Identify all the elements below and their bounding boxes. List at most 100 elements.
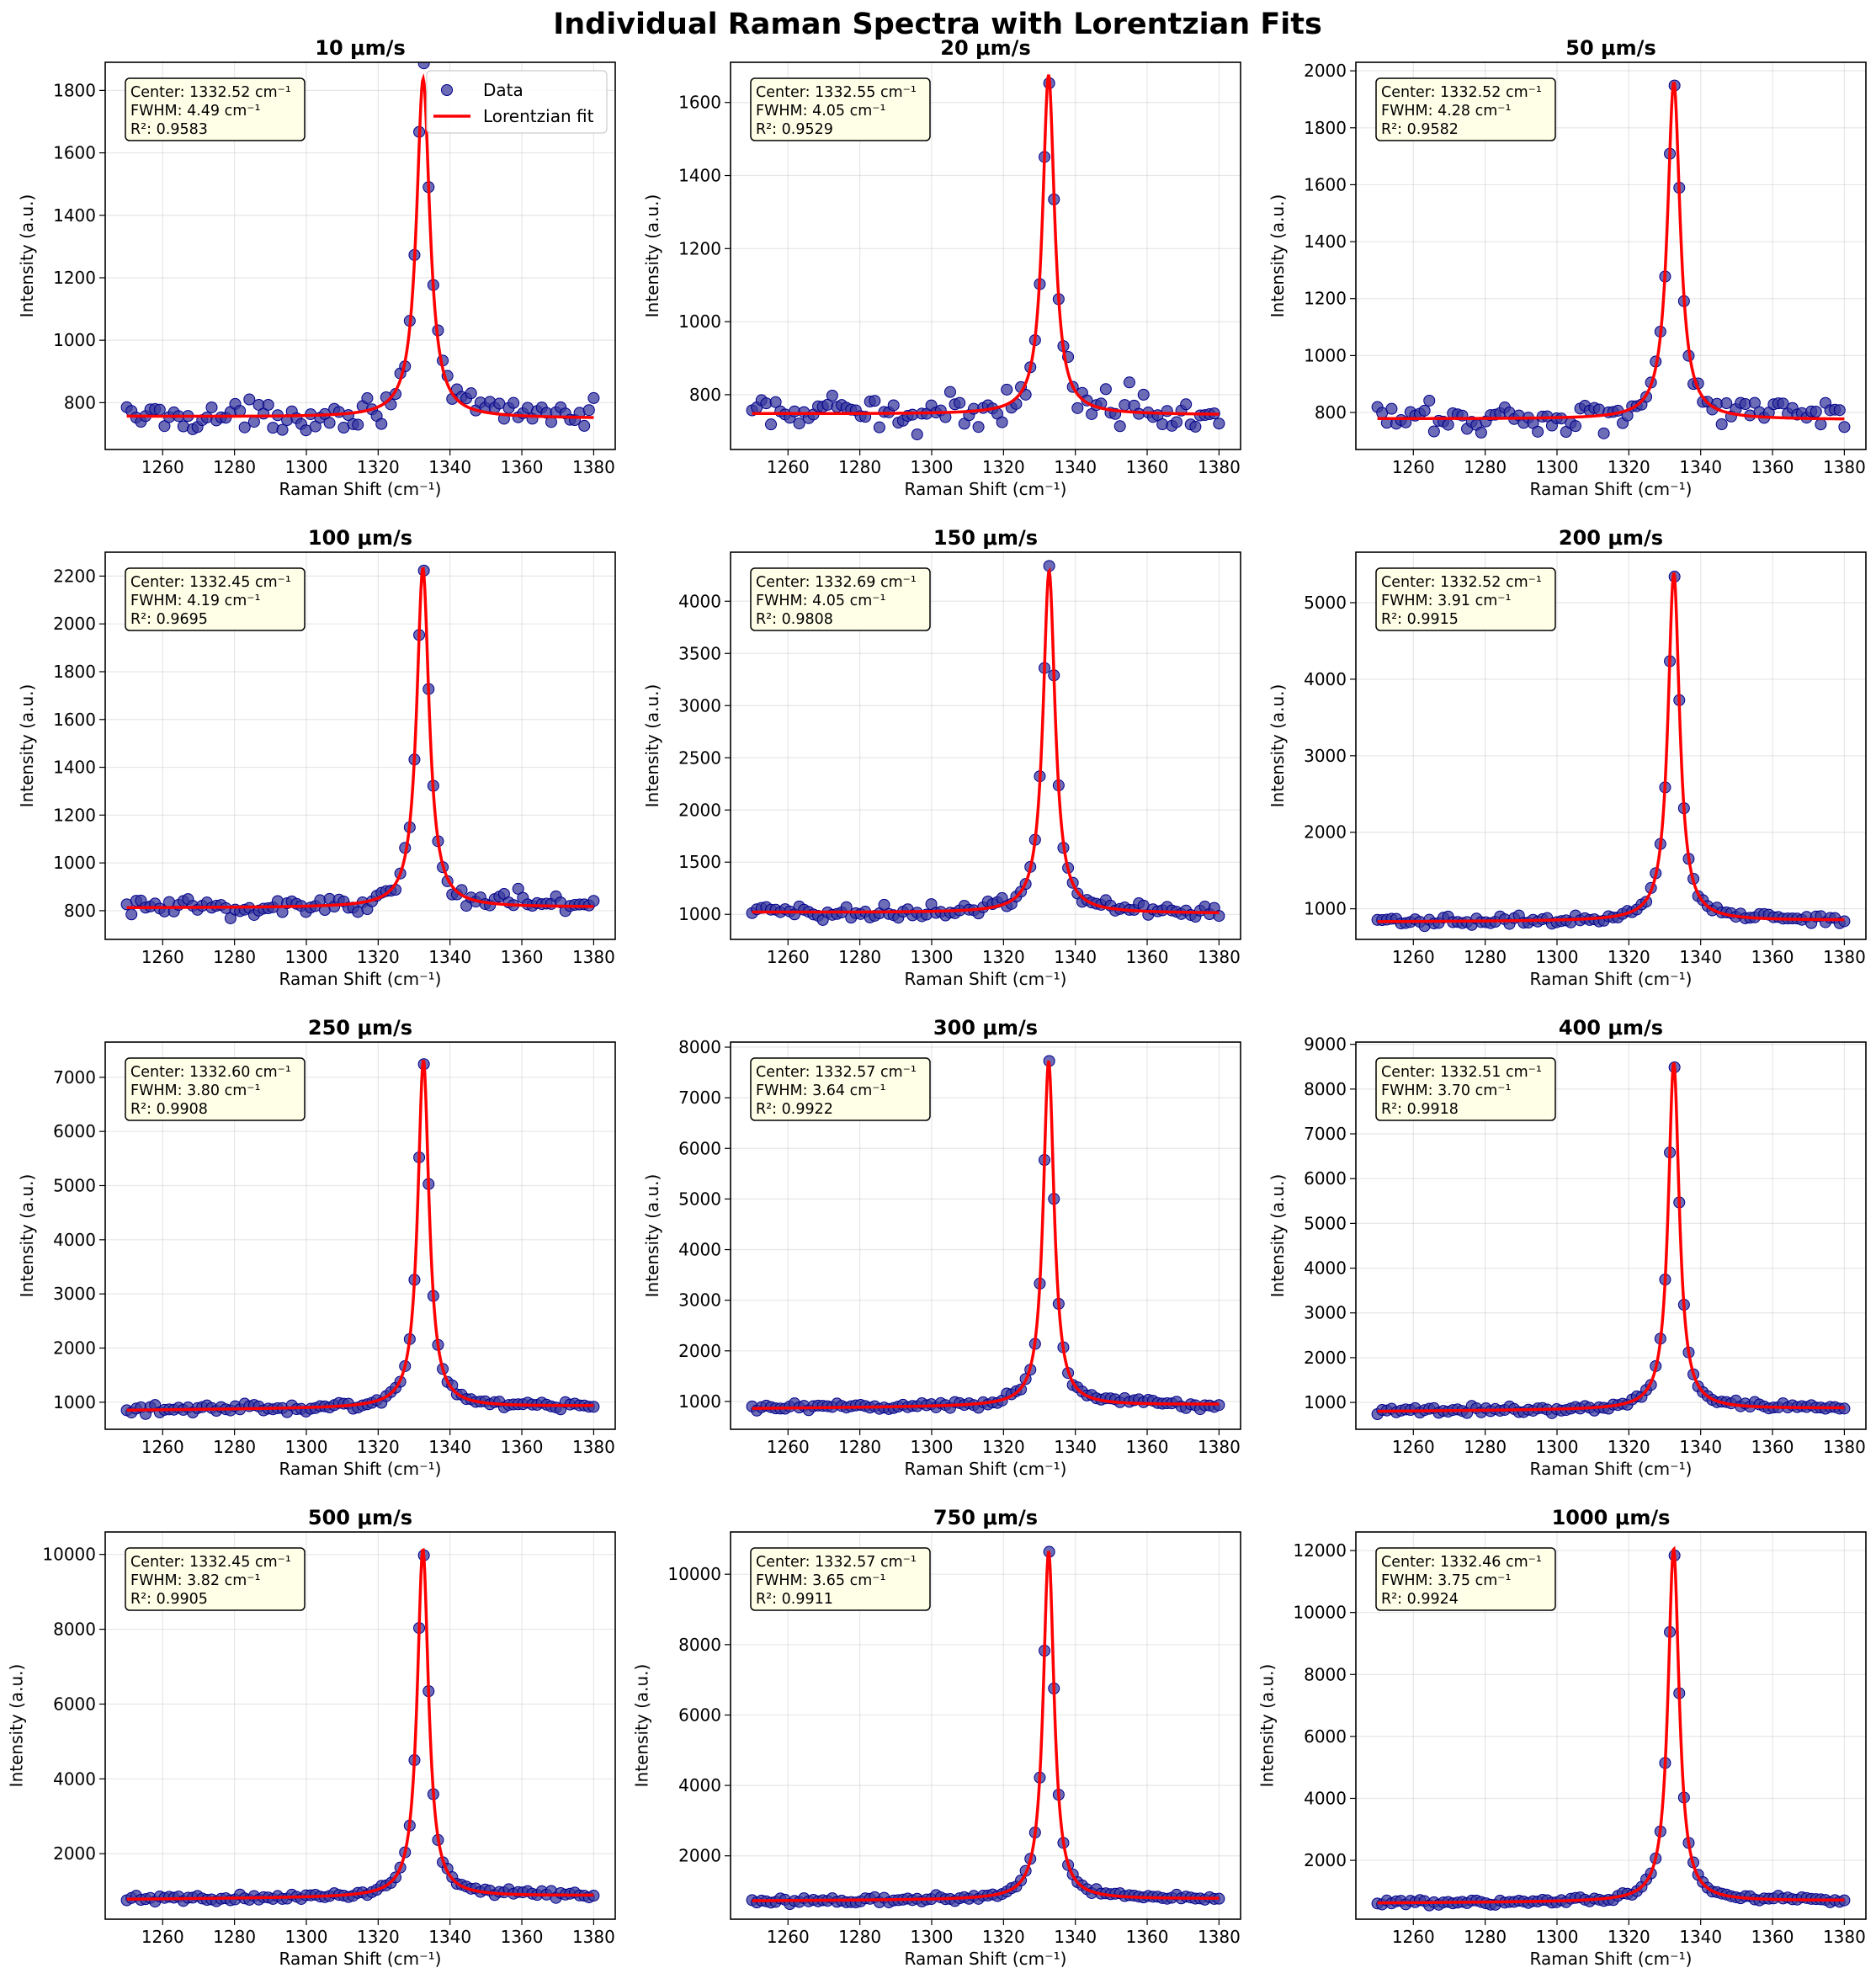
y-tick-label: 2000 xyxy=(678,800,721,820)
x-tick-label: 1260 xyxy=(1392,947,1435,967)
x-tick-label: 1300 xyxy=(911,1437,954,1457)
y-tick-label: 4000 xyxy=(678,1240,721,1260)
y-tick-label: 2000 xyxy=(53,1338,96,1358)
x-tick-label: 1280 xyxy=(1464,1437,1507,1457)
x-tick-label: 1340 xyxy=(1054,1437,1097,1457)
x-tick-label: 1360 xyxy=(1751,457,1794,477)
y-tick-label: 8000 xyxy=(678,1635,721,1655)
data-point xyxy=(582,404,595,417)
x-tick-label: 1380 xyxy=(1198,1927,1241,1947)
y-tick-label: 6000 xyxy=(53,1121,96,1141)
gridlines xyxy=(105,552,615,939)
data-point xyxy=(1423,394,1436,407)
data-point xyxy=(361,392,374,405)
data-point xyxy=(153,403,166,416)
y-tick-label: 7000 xyxy=(53,1067,96,1088)
x-tick-label: 1380 xyxy=(1198,947,1241,967)
subplot-9: 400 μm/s 1260 1280 1300 1320 1340 1360 1380 1000… xyxy=(1267,1016,1867,1479)
plot-frame xyxy=(730,61,1241,450)
x-tick-label: 1360 xyxy=(1751,947,1794,967)
y-tick-label: 10000 xyxy=(1293,1603,1347,1623)
data-point xyxy=(972,421,985,434)
subplot-title: 400 μm/s xyxy=(1559,1016,1663,1040)
y-tick-label: 2200 xyxy=(53,566,96,586)
y-tick-label: 10000 xyxy=(667,1564,721,1584)
subplot-title: 20 μm/s xyxy=(940,36,1030,60)
r2-label-text: R²: 0.9922 xyxy=(756,1101,833,1118)
fit-annotation: Center: 1332.52 cm⁻¹ FWHM: 3.91 cm⁻¹ R²: 0… xyxy=(1375,567,1556,631)
x-tick-label: 1260 xyxy=(1392,457,1435,477)
y-tick-label: 1600 xyxy=(53,710,96,730)
x-tick-label: 1320 xyxy=(982,457,1025,477)
y-tick-label: 1600 xyxy=(1304,174,1347,194)
y-tick-label: 7000 xyxy=(1304,1124,1347,1144)
y-tick-label: 2000 xyxy=(1304,1850,1347,1870)
x-tick-label: 1260 xyxy=(1392,1437,1435,1457)
data-point xyxy=(1189,420,1202,433)
r2-label-text: R²: 0.9924 xyxy=(1381,1591,1459,1608)
plot-frame xyxy=(104,61,616,450)
x-tick-label: 1280 xyxy=(213,947,256,967)
annotation-box xyxy=(1375,1547,1556,1611)
data-point xyxy=(1748,396,1761,409)
lorentzian-fit-line xyxy=(126,72,594,419)
data-point xyxy=(158,420,171,433)
y-tick-label: 10000 xyxy=(42,1545,96,1565)
subplot-title: 150 μm/s xyxy=(933,526,1038,550)
y-tick-label: 7000 xyxy=(678,1088,721,1108)
y-tick-label: 8000 xyxy=(53,1620,96,1640)
data-point xyxy=(1442,418,1454,431)
x-tick-label: 1280 xyxy=(838,1437,881,1457)
y-tick-label: 4000 xyxy=(53,1230,96,1250)
r2-label-text: R²: 0.9905 xyxy=(130,1591,208,1608)
center-label-text: Center: 1332.52 cm⁻¹ xyxy=(1381,574,1542,591)
y-tick-label: 8000 xyxy=(678,1037,721,1057)
x-tick-label: 1260 xyxy=(767,1927,810,1947)
lorentzian-fit-line xyxy=(126,1059,594,1412)
data-point xyxy=(954,396,966,409)
y-tick-label: 6000 xyxy=(678,1705,721,1725)
data-point xyxy=(587,391,600,404)
fwhm-label-text: FWHM: 3.82 cm⁻¹ xyxy=(130,1572,261,1589)
x-tick-label: 1300 xyxy=(285,947,328,967)
x-tick-label: 1380 xyxy=(1198,457,1241,477)
fwhm-label-text: FWHM: 4.05 cm⁻¹ xyxy=(756,593,886,609)
x-tick-label: 1280 xyxy=(213,457,256,477)
data-point xyxy=(1597,427,1610,439)
y-tick-label: 800 xyxy=(689,385,721,405)
data-point xyxy=(911,428,923,441)
y-tick-label: 8000 xyxy=(1304,1079,1347,1099)
plot-frame xyxy=(1355,61,1867,450)
x-tick-label: 1320 xyxy=(357,947,400,967)
x-tick-label: 1340 xyxy=(1054,947,1097,967)
y-tick-label: 1800 xyxy=(53,662,96,682)
plot-frame xyxy=(1355,1531,1867,1920)
plot-frame xyxy=(1355,1041,1867,1430)
x-tick-label: 1380 xyxy=(1823,947,1866,967)
annotation-box xyxy=(750,77,931,141)
subplot-2: 20 μm/s 1260 1280 1300 1320 1340 1360 1380 800 10… xyxy=(642,36,1241,499)
y-tick-label: 1200 xyxy=(53,805,96,825)
y-tick-label: 1200 xyxy=(53,268,96,288)
y-tick-label: 5000 xyxy=(1304,593,1347,613)
plot-frame xyxy=(104,551,616,940)
annotation-box xyxy=(1375,567,1556,631)
y-tick-label: 1200 xyxy=(1304,289,1347,309)
data-point xyxy=(1180,398,1193,411)
lorentzian-fit-line xyxy=(126,1547,594,1901)
annotation-box xyxy=(750,1057,931,1121)
y-tick-label: 2000 xyxy=(53,614,96,634)
plot-frame xyxy=(1355,551,1867,940)
lorentzian-fit-line xyxy=(752,1060,1220,1410)
data-point xyxy=(826,389,838,402)
data-point xyxy=(1113,420,1126,433)
legend-box xyxy=(426,70,608,134)
annotation-box xyxy=(750,1547,931,1611)
x-tick-label: 1340 xyxy=(1679,457,1722,477)
lorentzian-fit-line xyxy=(1377,572,1845,923)
center-label-text: Center: 1332.60 cm⁻¹ xyxy=(130,1064,291,1081)
subplot-title: 200 μm/s xyxy=(1559,526,1663,550)
y-axis-label: Intensity (a.u.) xyxy=(7,1664,27,1788)
